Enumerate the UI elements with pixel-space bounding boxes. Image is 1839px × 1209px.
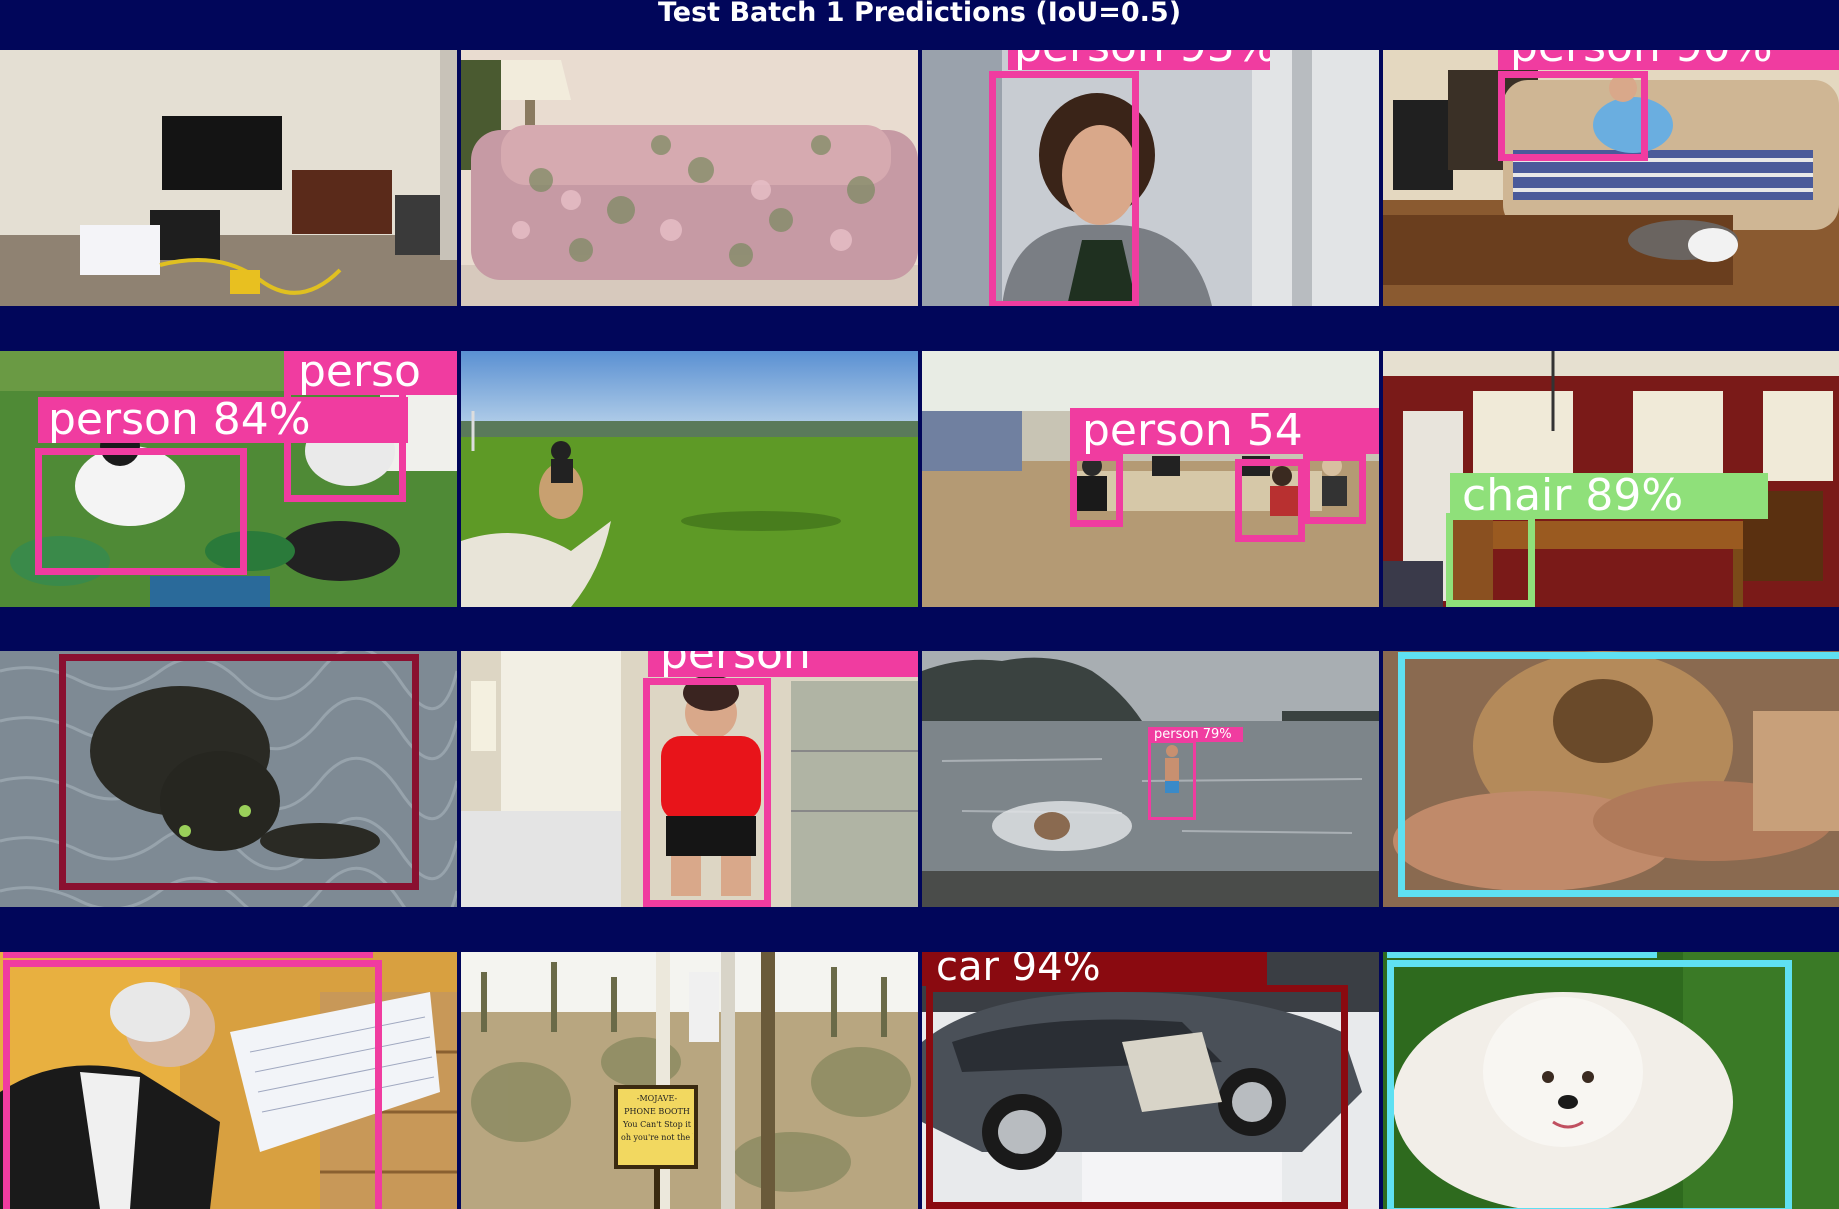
bbox-person — [1235, 459, 1305, 542]
image-tile-12 — [1383, 651, 1839, 907]
scene-concept-car — [922, 952, 1379, 1209]
bbox-person — [989, 71, 1139, 306]
image-tile-2 — [461, 50, 918, 306]
bbox-label: person 79% — [1148, 727, 1243, 742]
scene-desert-phone-booth — [461, 952, 918, 1209]
bbox-car — [926, 985, 1348, 1209]
image-tile-7: person 54 — [922, 351, 1379, 607]
bbox-label: car 94% — [922, 952, 1267, 986]
scene-cat-on-carpet — [0, 651, 457, 907]
bbox-label: perso — [284, 351, 457, 395]
bbox-person — [35, 448, 247, 575]
image-tile-8: chair 89% — [1383, 351, 1839, 607]
bbox-person — [1498, 71, 1648, 161]
phone-booth-sign: -MOJAVE- PHONE BOOTH You Can't Stop it o… — [621, 1094, 693, 1142]
image-tile-6 — [461, 351, 918, 607]
scene-living-room-tv — [0, 50, 457, 306]
bbox-label: person 93% — [1008, 50, 1270, 70]
scene-young-man — [922, 50, 1379, 306]
bbox-cat — [59, 654, 419, 890]
scene-man-on-sofa — [1383, 50, 1839, 306]
scene-white-dog — [1383, 952, 1839, 1209]
bbox-person — [643, 678, 771, 907]
image-tile-14: -MOJAVE- PHONE BOOTH You Can't Stop it o… — [461, 952, 918, 1209]
bbox-label: person — [648, 651, 918, 677]
scene-woman-in-red — [461, 651, 918, 907]
scene-horse-field — [461, 351, 918, 607]
image-tile-15: car 94% — [922, 952, 1379, 1209]
bbox-label: person 90% — [1498, 50, 1839, 70]
bbox-dog — [1387, 960, 1792, 1209]
image-tile-9 — [0, 651, 457, 907]
scene-fluffy-dog-held — [1383, 651, 1839, 907]
bbox-dog — [1398, 652, 1839, 897]
image-tile-1 — [0, 50, 457, 306]
image-tile-11: person 79% — [922, 651, 1379, 907]
scene-floral-sofa — [461, 50, 918, 306]
image-tile-4: person 90% — [1383, 50, 1839, 306]
figure-title: Test Batch 1 Predictions (IoU=0.5) — [657, 0, 1182, 28]
bbox-person — [1070, 454, 1123, 527]
bbox-label-partial — [1387, 952, 1657, 958]
bbox-label: person 54 — [1070, 408, 1379, 454]
image-tile-5: perso person 84% — [0, 351, 457, 607]
bbox-label-partial — [3, 952, 373, 958]
image-tile-10: person — [461, 651, 918, 907]
bbox-person — [1303, 454, 1366, 524]
bbox-person — [3, 960, 382, 1209]
bbox-person — [1148, 740, 1196, 820]
image-tile-16 — [1383, 952, 1839, 1209]
image-tile-3: person 93% — [922, 50, 1379, 306]
bbox-label: person 84% — [38, 397, 408, 443]
image-tile-13 — [0, 952, 457, 1209]
bbox-chair — [1446, 513, 1535, 607]
bbox-label: chair 89% — [1450, 473, 1768, 519]
